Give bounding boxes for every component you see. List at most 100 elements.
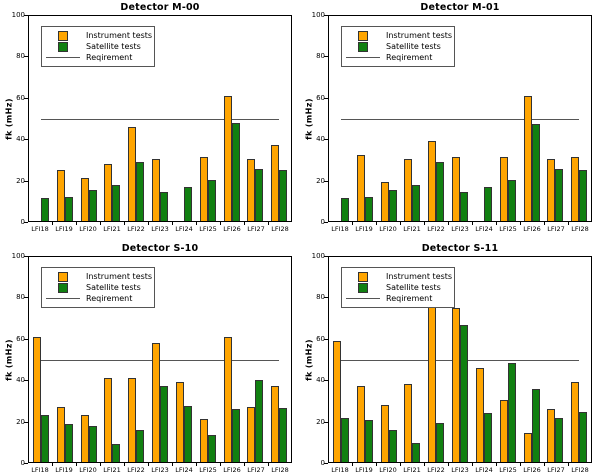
x-tick-mark [124, 463, 125, 466]
bar-satellite-lfi23 [460, 325, 468, 462]
bar-instrument-lfi28 [271, 145, 280, 221]
bar-instrument-lfi18 [332, 341, 341, 462]
y-tick-mark [24, 97, 28, 99]
x-tick-mark [352, 222, 353, 225]
x-tick-label: LFI19 [55, 466, 73, 474]
x-tick-mark [544, 463, 545, 466]
x-tick-mark [544, 222, 545, 225]
x-tick-mark [76, 222, 77, 225]
legend-swatch-cell [46, 298, 82, 299]
x-tick-label: LFI22 [427, 466, 445, 474]
bar-satellite-lfi25 [507, 363, 516, 462]
bar-satellite-lfi21 [112, 444, 121, 462]
x-tick-label: LFI27 [547, 225, 565, 233]
y-tick-mark [24, 222, 28, 223]
bar-instrument-lfi26 [523, 96, 532, 221]
y-tick-mark [324, 421, 328, 423]
x-tick-label: LFI21 [103, 466, 121, 474]
x-tick-label: LFI18 [31, 466, 49, 474]
bar-satellite-lfi27 [555, 169, 564, 221]
legend-swatch-cell [46, 30, 82, 41]
legend-label: Reqirement [386, 53, 433, 62]
y-tick-mark [24, 139, 28, 141]
y-axis-label: fk (mHz) [4, 97, 13, 140]
y-tick-label: 0 [20, 218, 25, 226]
x-tick-mark [220, 222, 221, 225]
y-tick-mark [324, 338, 328, 340]
bar-satellite-lfi28 [279, 170, 288, 221]
bar-satellite-lfi19 [364, 197, 373, 221]
x-tick-mark [568, 222, 569, 225]
chart-detector-m-00: Detector M-00 fk (mHz) 0 20 40 60 80 100 Instrum… [0, 0, 300, 237]
bar-satellite-lfi25 [507, 180, 516, 221]
legend-item-instrument-tests: Instrument tests [46, 30, 152, 41]
bar-satellite-lfi19 [64, 197, 73, 221]
bar-instrument-lfi19 [56, 170, 65, 221]
x-tick-label: LFI21 [403, 466, 421, 474]
bar-satellite-lfi23 [160, 192, 168, 221]
y-tick-label: 80 [316, 293, 325, 302]
y-tick-mark [324, 380, 328, 382]
x-tick-label: LFI18 [331, 466, 349, 474]
x-tick-label: LFI25 [199, 466, 217, 474]
bar-instrument-lfi26 [223, 337, 232, 462]
legend-item-reqirement: Reqirement [346, 52, 452, 63]
x-tick-mark [268, 463, 269, 466]
bar-instrument-lfi20 [380, 182, 389, 221]
bar-instrument-lfi25 [499, 157, 508, 221]
chart-title: Detector S-11 [421, 243, 499, 254]
x-tick-mark [376, 463, 377, 466]
x-tick-label: LFI23 [451, 466, 469, 474]
x-tick-label: LFI28 [271, 466, 289, 474]
x-tick-label: LFI23 [151, 466, 169, 474]
x-tick-label: LFI25 [499, 466, 517, 474]
y-tick-mark [24, 463, 28, 464]
legend-swatch-cell [346, 282, 382, 293]
y-tick-mark [24, 380, 28, 382]
bar-satellite-lfi18 [340, 198, 349, 221]
y-tick-label: 100 [11, 252, 25, 260]
x-tick-mark [172, 463, 173, 466]
legend-swatch-cell [346, 57, 382, 58]
legend-label: Satellite tests [386, 42, 441, 51]
bar-instrument-lfi22 [428, 141, 437, 221]
x-tick-label: LFI24 [475, 225, 493, 233]
x-tick-mark [472, 222, 473, 225]
legend-label: Reqirement [386, 294, 433, 303]
bar-satellite-lfi18 [40, 198, 49, 221]
bar-satellite-lfi24 [183, 187, 192, 221]
bar-instrument-lfi28 [571, 382, 580, 462]
y-tick-mark [324, 256, 328, 257]
legend-item-instrument-tests: Instrument tests [346, 271, 452, 282]
x-tick-mark [52, 222, 53, 225]
x-tick-mark [568, 463, 569, 466]
bar-satellite-lfi26 [231, 123, 240, 221]
legend: Instrument tests Satellite tests Reqiremen… [41, 267, 155, 308]
legend-item-reqirement: Reqirement [46, 293, 152, 304]
legend-swatch-cell [346, 298, 382, 299]
legend-swatch-cell [346, 30, 382, 41]
x-tick-label: LFI26 [523, 466, 541, 474]
satellite-tests-swatch [358, 41, 368, 52]
y-tick-mark [24, 180, 28, 182]
requirement-line-swatch [346, 298, 380, 299]
bar-instrument-lfi28 [571, 157, 580, 221]
plot-area: Instrument tests Satellite tests Reqiremen… [328, 15, 592, 222]
x-tick-label: LFI19 [355, 466, 373, 474]
plot-inner [329, 16, 591, 221]
bar-instrument-lfi27 [247, 159, 256, 221]
bar-satellite-lfi19 [64, 424, 73, 462]
x-tick-label: LFI25 [499, 225, 517, 233]
y-axis-label: fk (mHz) [304, 97, 313, 140]
y-tick-label: 40 [316, 135, 325, 144]
legend-item-instrument-tests: Instrument tests [46, 271, 152, 282]
legend-swatch-cell [346, 271, 382, 282]
bar-satellite-lfi26 [531, 389, 540, 462]
legend-item-satellite-tests: Satellite tests [46, 282, 152, 293]
chart-title: Detector M-00 [120, 2, 200, 13]
y-tick-label: 100 [311, 11, 325, 19]
chart-title: Detector M-01 [420, 2, 500, 13]
legend-label: Satellite tests [86, 283, 141, 292]
bar-satellite-lfi25 [207, 435, 216, 462]
bar-instrument-lfi19 [356, 155, 365, 221]
